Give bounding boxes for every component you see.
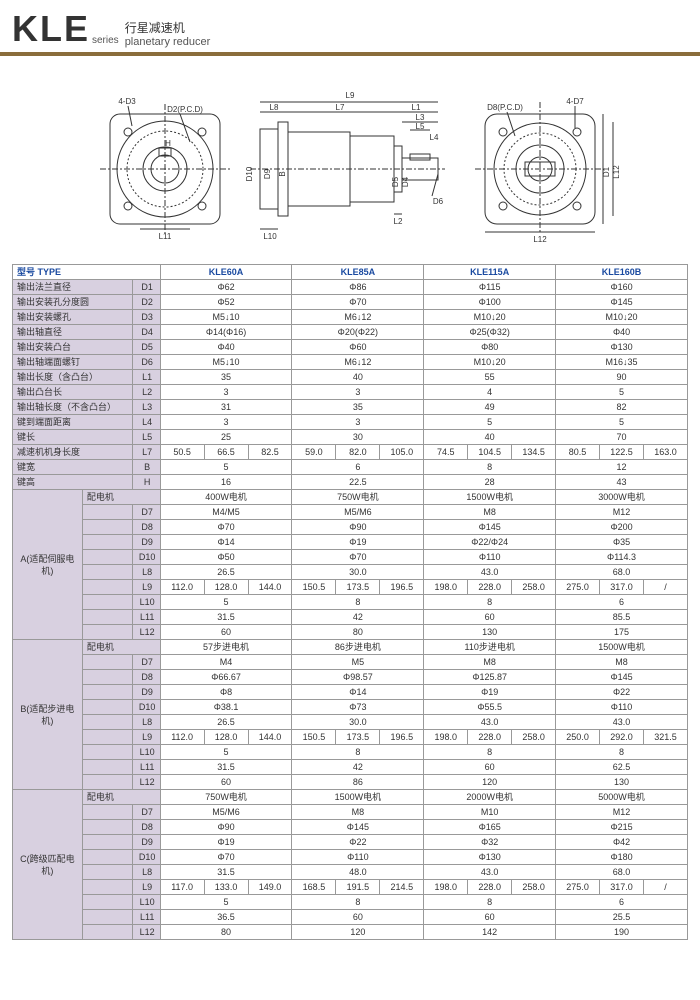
svg-text:D6: D6 [433, 197, 444, 206]
row-label: 输出安装凸台 [13, 340, 133, 355]
header-series-label: series [92, 35, 119, 46]
svg-text:L8: L8 [270, 103, 279, 112]
svg-text:H: H [165, 139, 171, 148]
svg-text:L11: L11 [159, 232, 172, 241]
row-label: 键到端面距离 [13, 415, 133, 430]
row-label: 键长 [13, 430, 133, 445]
svg-text:D5: D5 [391, 176, 400, 187]
row-label: 输出轴长度（不含凸台） [13, 400, 133, 415]
row-param: D5 [132, 340, 160, 355]
header-cn: 行星减速机 [125, 19, 211, 36]
row-param: L3 [132, 400, 160, 415]
technical-drawing: 4-D3 D2(P.C.D) H L11 L9 L8 L7 L1 L3 L5 L… [0, 56, 700, 264]
row-param: D4 [132, 325, 160, 340]
row-param: L4 [132, 415, 160, 430]
drawing-svg: 4-D3 D2(P.C.D) H L11 L9 L8 L7 L1 L3 L5 L… [80, 74, 620, 249]
svg-text:L10: L10 [263, 232, 277, 241]
svg-text:4-D7: 4-D7 [566, 97, 584, 106]
header-subtitle: 行星减速机 planetary reducer [125, 19, 211, 48]
svg-text:D4: D4 [401, 176, 410, 187]
row-param: D2 [132, 295, 160, 310]
row-param: L2 [132, 385, 160, 400]
header-product-code: KLE [12, 8, 90, 50]
svg-text:D2(P.C.D): D2(P.C.D) [167, 105, 203, 114]
col-type: 型号 TYPE [13, 265, 161, 280]
row-label: 输出轴直径 [13, 325, 133, 340]
svg-text:L9: L9 [346, 91, 355, 100]
col-m1: KLE60A [160, 265, 292, 280]
row-label: 输出轴端面螺钉 [13, 355, 133, 370]
section-name: A(适配伺服电机) [13, 490, 83, 640]
row-param: D6 [132, 355, 160, 370]
row-param: D1 [132, 280, 160, 295]
svg-text:L1: L1 [412, 103, 421, 112]
svg-text:D8(P.C.D): D8(P.C.D) [487, 103, 523, 112]
svg-text:L2: L2 [394, 217, 403, 226]
svg-text:D10: D10 [245, 166, 254, 181]
spec-table: 型号 TYPEKLE60AKLE85AKLE115AKLE160B输出法兰直径D… [12, 264, 688, 940]
svg-text:D9: D9 [263, 168, 272, 179]
svg-text:L12: L12 [533, 235, 547, 244]
row-label: 输出安装孔分度圆 [13, 295, 133, 310]
row-param: L5 [132, 430, 160, 445]
header-en: planetary reducer [125, 36, 211, 48]
col-m4: KLE160B [556, 265, 688, 280]
row-label: 输出凸台长 [13, 385, 133, 400]
svg-text:L5: L5 [416, 122, 425, 131]
section-name: C(跨级匹配电机) [13, 790, 83, 940]
svg-text:L4: L4 [430, 133, 439, 142]
svg-text:L3: L3 [416, 113, 425, 122]
section-name: B(适配步进电机) [13, 640, 83, 790]
col-m3: KLE115A [424, 265, 556, 280]
svg-text:B: B [278, 171, 287, 176]
col-m2: KLE85A [292, 265, 424, 280]
svg-text:L12: L12 [612, 165, 620, 179]
row-label: 输出安装螺孔 [13, 310, 133, 325]
row-label: 输出法兰直径 [13, 280, 133, 295]
row-param: L1 [132, 370, 160, 385]
svg-text:4-D3: 4-D3 [118, 97, 136, 106]
svg-text:L7: L7 [336, 103, 345, 112]
row-param: D3 [132, 310, 160, 325]
page-header: KLE series 行星减速机 planetary reducer [0, 0, 700, 56]
row-label: 输出长度（含凸台） [13, 370, 133, 385]
svg-text:D1: D1 [602, 166, 611, 177]
